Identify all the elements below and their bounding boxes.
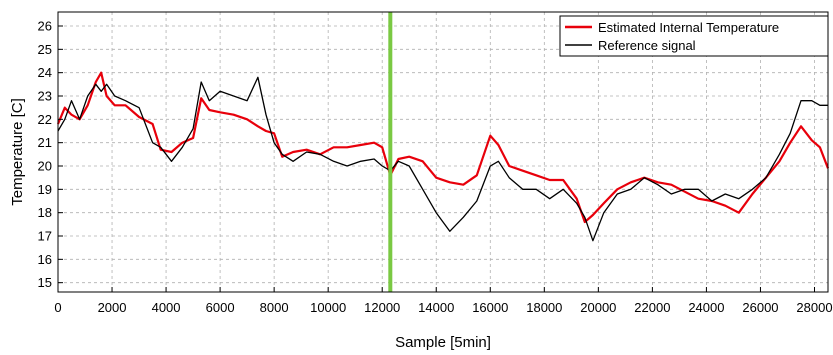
y-tick-label: 26	[38, 19, 52, 34]
y-tick-label: 24	[38, 65, 52, 80]
x-tick-label: 28000	[796, 300, 832, 315]
axis-tick-labels: 0 2000 4000 6000 8000 10000 12000 14000 16000 180…	[38, 19, 833, 316]
y-tick-label: 15	[38, 275, 52, 290]
series-line-estimated	[56, 71, 830, 224]
y-tick-label: 25	[38, 42, 52, 57]
axis-ticks	[57, 25, 815, 292]
y-tick-label: 18	[38, 205, 52, 220]
x-tick-label: 10000	[310, 300, 346, 315]
x-tick-label: 0	[54, 300, 61, 315]
x-tick-label: 4000	[152, 300, 181, 315]
y-tick-label: 17	[38, 229, 52, 244]
series-layer	[56, 71, 830, 242]
gridlines	[57, 12, 828, 292]
legend-box	[559, 15, 829, 57]
x-tick-label: 12000	[364, 300, 400, 315]
x-axis-title: Sample [5min]	[395, 334, 491, 351]
x-tick-label: 2000	[98, 300, 127, 315]
x-tick-label: 8000	[260, 300, 289, 315]
y-tick-label: 20	[38, 159, 52, 174]
y-axis-title: Temperature [C]	[9, 98, 26, 206]
x-tick-label: 14000	[418, 300, 454, 315]
series-line-reference	[57, 76, 828, 242]
x-tick-label: 24000	[688, 300, 724, 315]
y-tick-label: 22	[38, 112, 52, 127]
x-tick-label: 16000	[472, 300, 508, 315]
y-tick-label: 16	[38, 252, 52, 267]
legend-label-estimated: Estimated Internal Temperature	[598, 20, 779, 35]
y-tick-label: 21	[38, 135, 52, 150]
plot-frame	[57, 11, 829, 293]
x-tick-label: 22000	[634, 300, 670, 315]
y-tick-label: 23	[38, 89, 52, 104]
x-tick-label: 26000	[742, 300, 778, 315]
y-tick-label: 19	[38, 182, 52, 197]
legend: Estimated Internal Temperature Reference…	[559, 15, 829, 57]
legend-label-reference: Reference signal	[598, 38, 696, 53]
x-tick-label: 18000	[526, 300, 562, 315]
plot-background	[58, 12, 828, 292]
x-tick-label: 6000	[206, 300, 235, 315]
x-tick-label: 20000	[580, 300, 616, 315]
